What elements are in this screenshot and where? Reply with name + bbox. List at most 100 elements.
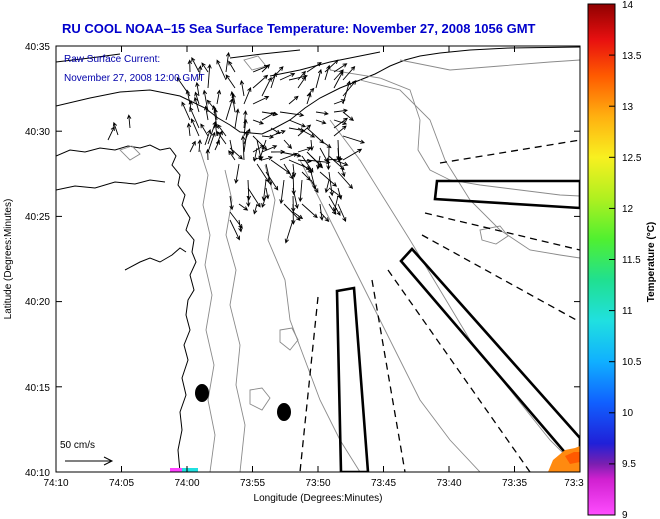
colorbar-tick-label: 11 [622, 306, 633, 317]
current-vector [239, 79, 245, 97]
chart-title: RU COOL NOAA–15 Sea Surface Temperature:… [62, 21, 536, 36]
current-vector [204, 129, 212, 146]
current-vector [258, 139, 267, 161]
current-vector [229, 147, 243, 160]
current-vector [328, 171, 334, 197]
current-vector [107, 126, 115, 141]
current-vector [252, 96, 270, 105]
current-vector [216, 130, 227, 145]
current-vector [213, 123, 219, 137]
x-tick-label: 73:40 [436, 478, 461, 489]
current-vector [261, 112, 276, 121]
current-vector [265, 171, 279, 191]
current-vector [292, 211, 304, 220]
current-vector [181, 101, 191, 121]
current-vector [297, 127, 316, 138]
current-vector [261, 195, 267, 208]
current-vector [243, 110, 248, 129]
current-vector [243, 86, 252, 105]
y-tick-label: 40:35 [25, 42, 50, 53]
buoy-marker [277, 403, 291, 421]
current-vector [297, 76, 307, 89]
x-tick-label: 73:50 [305, 478, 330, 489]
current-vector [333, 119, 348, 125]
current-vector [243, 130, 249, 153]
region-outlines [335, 179, 580, 472]
current-vector [283, 139, 293, 149]
current-vector [246, 195, 251, 208]
current-vector [190, 118, 200, 137]
current-vector [297, 70, 306, 81]
current-vector [315, 68, 323, 89]
current-vector [229, 195, 234, 211]
current-vector [292, 187, 299, 209]
current-vector [185, 89, 191, 105]
current-vector [319, 211, 330, 223]
surface-current-vectors [107, 51, 366, 244]
current-vector [261, 76, 272, 97]
current-vector [265, 163, 273, 186]
current-vector [205, 148, 210, 161]
current-vector [284, 219, 294, 244]
current-vector [216, 59, 227, 81]
current-vector [279, 72, 296, 81]
current-vector [126, 114, 132, 129]
y-tick-label: 40:25 [25, 212, 50, 223]
current-vector [253, 203, 258, 215]
current-vector [333, 99, 346, 105]
current-vector [337, 187, 343, 200]
current-vector [288, 95, 299, 105]
current-vector [238, 203, 249, 211]
current-vector [247, 187, 261, 208]
current-vector [301, 171, 312, 181]
y-tick-label: 40:30 [25, 127, 50, 138]
x-tick-label: 74:10 [43, 478, 68, 489]
current-vector [191, 57, 200, 73]
current-vector [298, 179, 303, 203]
scale-arrow [65, 456, 114, 466]
current-vector [316, 155, 321, 170]
current-vector [326, 147, 331, 171]
current-vector [301, 203, 318, 219]
current-vector [230, 90, 236, 113]
current-vector [315, 111, 329, 116]
current-vector [229, 219, 240, 241]
x-tick-label: 73:55 [240, 478, 265, 489]
current-vector [342, 135, 366, 144]
current-vector [333, 125, 347, 137]
colorbar-tick-label: 10 [622, 408, 634, 419]
current-vector [214, 139, 220, 151]
current-vector [333, 159, 349, 166]
current-vector [200, 123, 209, 137]
current-time: November 27, 2008 12:00 GMT [64, 73, 205, 84]
colorbar-tick-label: 13 [622, 102, 634, 113]
current-vector [216, 89, 222, 105]
current-vector [187, 59, 192, 73]
colorbar-tick-label: 10.5 [622, 357, 642, 368]
current-vector [252, 119, 265, 125]
current-vector [112, 121, 119, 136]
x-tick-label: 74:05 [109, 478, 134, 489]
x-tick-label: 73:3 [564, 478, 584, 489]
current-vector [243, 128, 251, 145]
sst-color-patches [170, 446, 580, 472]
current-vector [324, 59, 339, 73]
current-vector [243, 118, 248, 137]
current-vector [201, 62, 209, 73]
current-vector [240, 135, 246, 161]
current-vector [333, 117, 349, 129]
dashed-lines [299, 139, 580, 472]
buoy-marker [195, 384, 209, 402]
current-vector [324, 179, 330, 194]
current-vector [261, 64, 271, 73]
current-vector [261, 134, 275, 140]
current-vector [297, 124, 312, 137]
colorbar-tick-label: 13.5 [622, 51, 642, 62]
colorbar-tick-label: 14 [622, 0, 634, 11]
current-vector [333, 70, 344, 89]
current-vector [306, 87, 315, 97]
current-vector [261, 155, 273, 161]
current-vector [279, 152, 298, 161]
current-vector [197, 65, 203, 81]
current-vector [319, 147, 328, 163]
